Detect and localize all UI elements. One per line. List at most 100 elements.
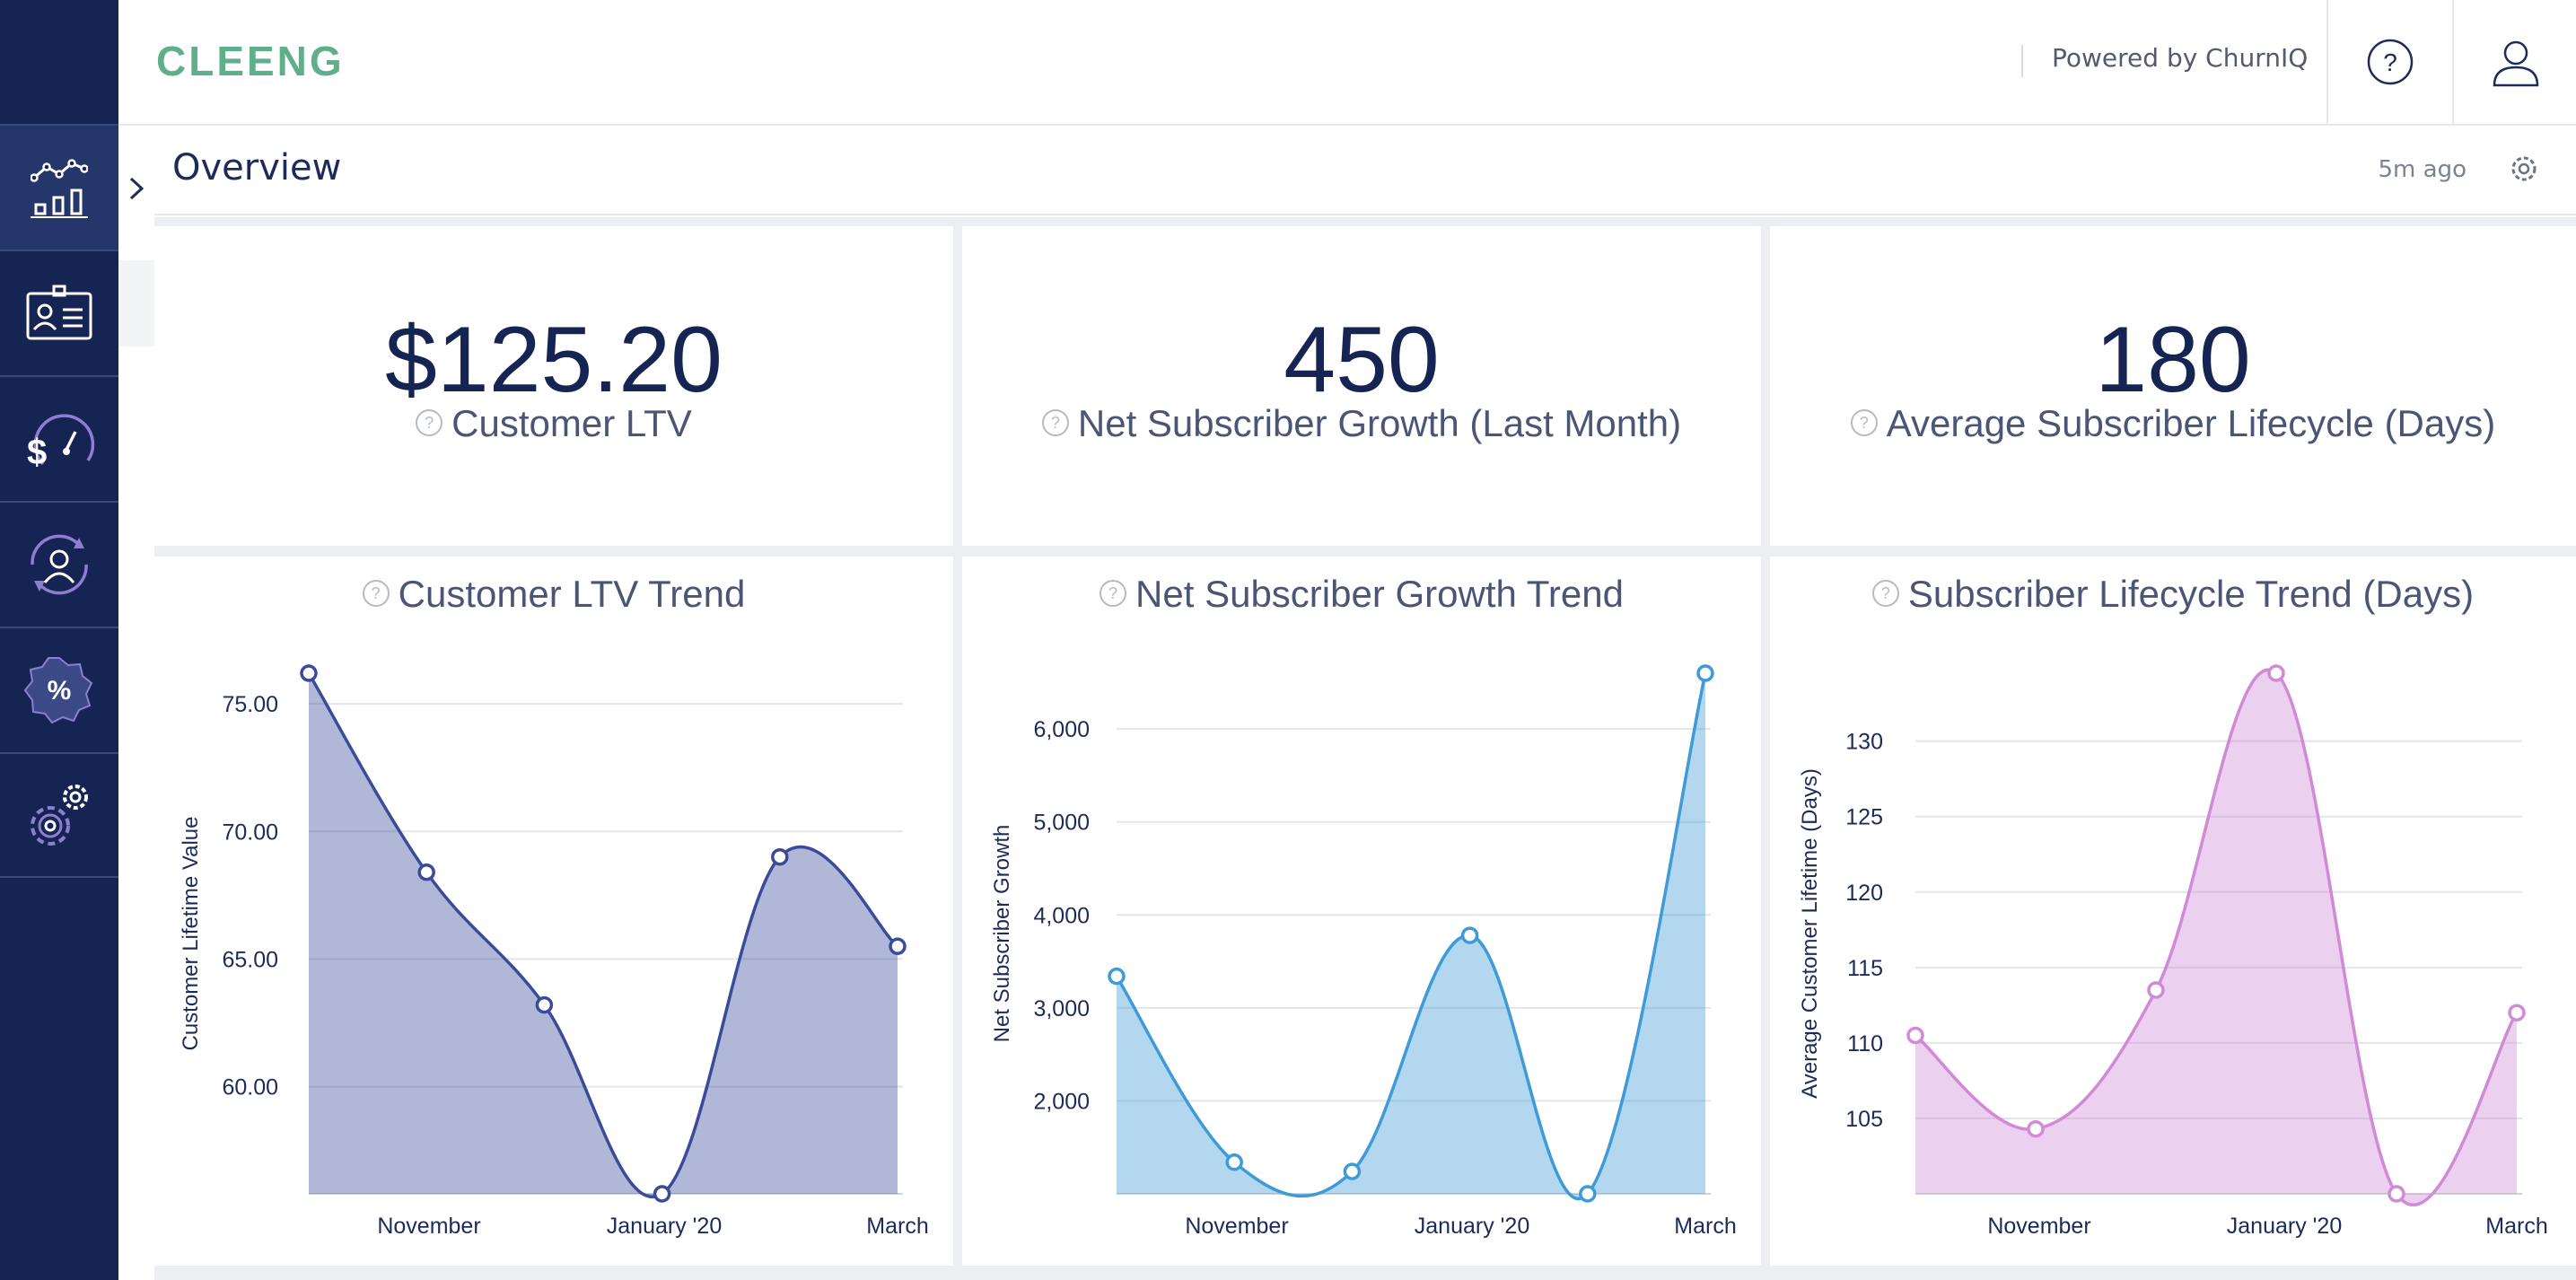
data-point[interactable] <box>1906 1026 1924 1045</box>
x-tick-label: March <box>1674 1214 1736 1239</box>
lifecycle-trend-chart: 105 110 115 120 125 130 Average Customer Lifet… <box>1798 664 2548 1239</box>
kpi-label: ? Average Subscriber Lifecycle (Days) <box>1770 402 2576 445</box>
svg-text:%: % <box>48 676 72 706</box>
data-point[interactable] <box>2508 1004 2526 1022</box>
last-updated: 5m ago <box>2378 156 2466 183</box>
page-header: Overview 5m ago <box>154 126 2576 215</box>
sidebar-expand-button[interactable] <box>118 126 154 251</box>
kpi-label-text: Net Subscriber Growth (Last Month) <box>1077 402 1682 444</box>
logo[interactable]: CLEENG <box>154 36 397 90</box>
series-area <box>309 673 898 1197</box>
chart-card-lifecycle: ? Subscriber Lifecycle Trend (Days) 105 11… <box>1770 557 2576 1266</box>
data-point[interactable] <box>2388 1185 2405 1203</box>
kpi-label: ? Net Subscriber Growth (Last Month) <box>962 402 1761 445</box>
chart-title: ? Customer LTV Trend <box>154 573 953 616</box>
chart-title-text: Customer LTV Trend <box>398 573 746 615</box>
help-icon[interactable]: ? <box>416 408 443 436</box>
data-point[interactable] <box>417 864 435 881</box>
chart-title-text: Subscriber Lifecycle Trend (Days) <box>1907 573 2475 615</box>
chart-title-text: Net Subscriber Growth Trend <box>1135 573 1624 615</box>
y-tick-label: 70.00 <box>222 820 278 845</box>
data-point[interactable] <box>535 995 554 1014</box>
y-tick-label: 125 <box>1845 805 1883 830</box>
kpi-value: 450 <box>1284 308 1440 412</box>
ltv-trend-chart: 60.00 65.00 70.00 75.00 Customer Lifetime Va… <box>179 664 929 1239</box>
data-point[interactable] <box>1108 967 1126 986</box>
y-tick-label: 110 <box>1847 1031 1883 1056</box>
data-point[interactable] <box>771 847 789 866</box>
kpi-card-ltv: $125.20 ? Customer LTV <box>154 226 953 546</box>
kpi-label: ? Customer LTV <box>154 402 953 445</box>
percent-badge-icon: % <box>23 657 93 724</box>
data-point[interactable] <box>1460 926 1479 944</box>
chart-icon <box>31 159 88 218</box>
data-point[interactable] <box>2147 981 2165 999</box>
y-tick-label: 6,000 <box>1033 717 1090 742</box>
y-tick-label: 3,000 <box>1033 996 1090 1021</box>
gear-icon <box>2511 156 2537 181</box>
dollar-gauge-icon: $ <box>27 414 95 471</box>
x-tick-label: November <box>377 1214 480 1239</box>
dashboard-content: $125.20 ? Customer LTV 450 ? Net Subscribe… <box>154 217 2576 1280</box>
top-bar: CLEENG Powered by ChurnIQ ? <box>118 0 2576 126</box>
data-point[interactable] <box>2027 1119 2045 1138</box>
help-button[interactable]: ? <box>2326 0 2452 124</box>
user-menu-button[interactable] <box>2452 0 2576 124</box>
y-axis-label: Average Customer Lifetime (Days) <box>1798 768 1822 1099</box>
chart-title: ? Subscriber Lifecycle Trend (Days) <box>1770 573 2576 616</box>
growth-trend-chart: 2,000 3,000 4,000 5,000 6,000 Net Subscriber … <box>990 664 1737 1239</box>
y-tick-label: 130 <box>1845 730 1883 755</box>
kpi-label-text: Average Subscriber Lifecycle (Days) <box>1886 402 2496 444</box>
y-tick-label: 65.00 <box>222 947 278 972</box>
kpi-value: $125.20 <box>385 308 723 412</box>
expander-strip <box>118 260 154 346</box>
y-axis-label: Customer Lifetime Value <box>179 817 203 1051</box>
help-icon[interactable]: ? <box>1041 408 1069 436</box>
help-icon[interactable]: ? <box>1100 579 1127 607</box>
y-tick-label: 115 <box>1847 956 1883 981</box>
powered-by: Powered by ChurnIQ <box>2052 43 2309 73</box>
chevron-right-icon <box>129 177 145 200</box>
y-axis-label: Net Subscriber Growth <box>990 825 1014 1043</box>
help-icon[interactable]: ? <box>1850 408 1878 436</box>
x-tick-label: March <box>2485 1214 2547 1239</box>
sidebar-item-offers[interactable]: % <box>0 627 118 752</box>
data-point[interactable] <box>1579 1185 1597 1203</box>
series-area <box>1915 670 2517 1205</box>
data-point[interactable] <box>1343 1162 1362 1180</box>
y-tick-label: 5,000 <box>1033 811 1090 836</box>
data-point[interactable] <box>889 937 907 955</box>
sidebar-item-revenue[interactable]: $ <box>0 375 118 501</box>
x-tick-label: January '20 <box>1415 1214 1529 1239</box>
data-point[interactable] <box>1225 1153 1243 1171</box>
svg-text:CLEENG: CLEENG <box>156 38 345 84</box>
svg-text:$: $ <box>27 433 47 471</box>
sidebar-item-customers[interactable] <box>0 250 118 375</box>
y-tick-label: 75.00 <box>222 692 278 717</box>
chart-title: ? Net Subscriber Growth Trend <box>962 573 1761 616</box>
x-tick-label: January '20 <box>607 1214 722 1239</box>
help-icon[interactable]: ? <box>1871 579 1899 607</box>
separator <box>2021 45 2023 77</box>
data-point[interactable] <box>1696 664 1714 682</box>
x-tick-label: March <box>866 1214 928 1239</box>
page-title: Overview <box>172 147 342 188</box>
gears-icon <box>31 785 88 846</box>
settings-button[interactable] <box>2508 153 2540 188</box>
x-tick-label: January '20 <box>2227 1214 2342 1239</box>
help-icon[interactable]: ? <box>362 579 390 607</box>
user-icon <box>2493 40 2539 87</box>
data-point[interactable] <box>653 1185 671 1203</box>
sidebar-item-retention[interactable] <box>0 501 118 627</box>
y-tick-label: 105 <box>1845 1107 1883 1132</box>
data-point[interactable] <box>2267 664 2285 682</box>
data-point[interactable] <box>300 664 318 682</box>
y-tick-label: 2,000 <box>1033 1089 1090 1114</box>
kpi-card-growth: 450 ? Net Subscriber Growth (Last Month) <box>962 226 1761 546</box>
kpi-card-lifecycle: 180 ? Average Subscriber Lifecycle (Days) <box>1770 226 2576 546</box>
sidebar-item-analytics[interactable] <box>0 124 118 250</box>
sidebar-item-settings[interactable] <box>0 752 118 878</box>
kpi-value: 180 <box>2095 308 2251 412</box>
kpi-label-text: Customer LTV <box>451 402 692 444</box>
y-tick-label: 120 <box>1845 881 1883 906</box>
